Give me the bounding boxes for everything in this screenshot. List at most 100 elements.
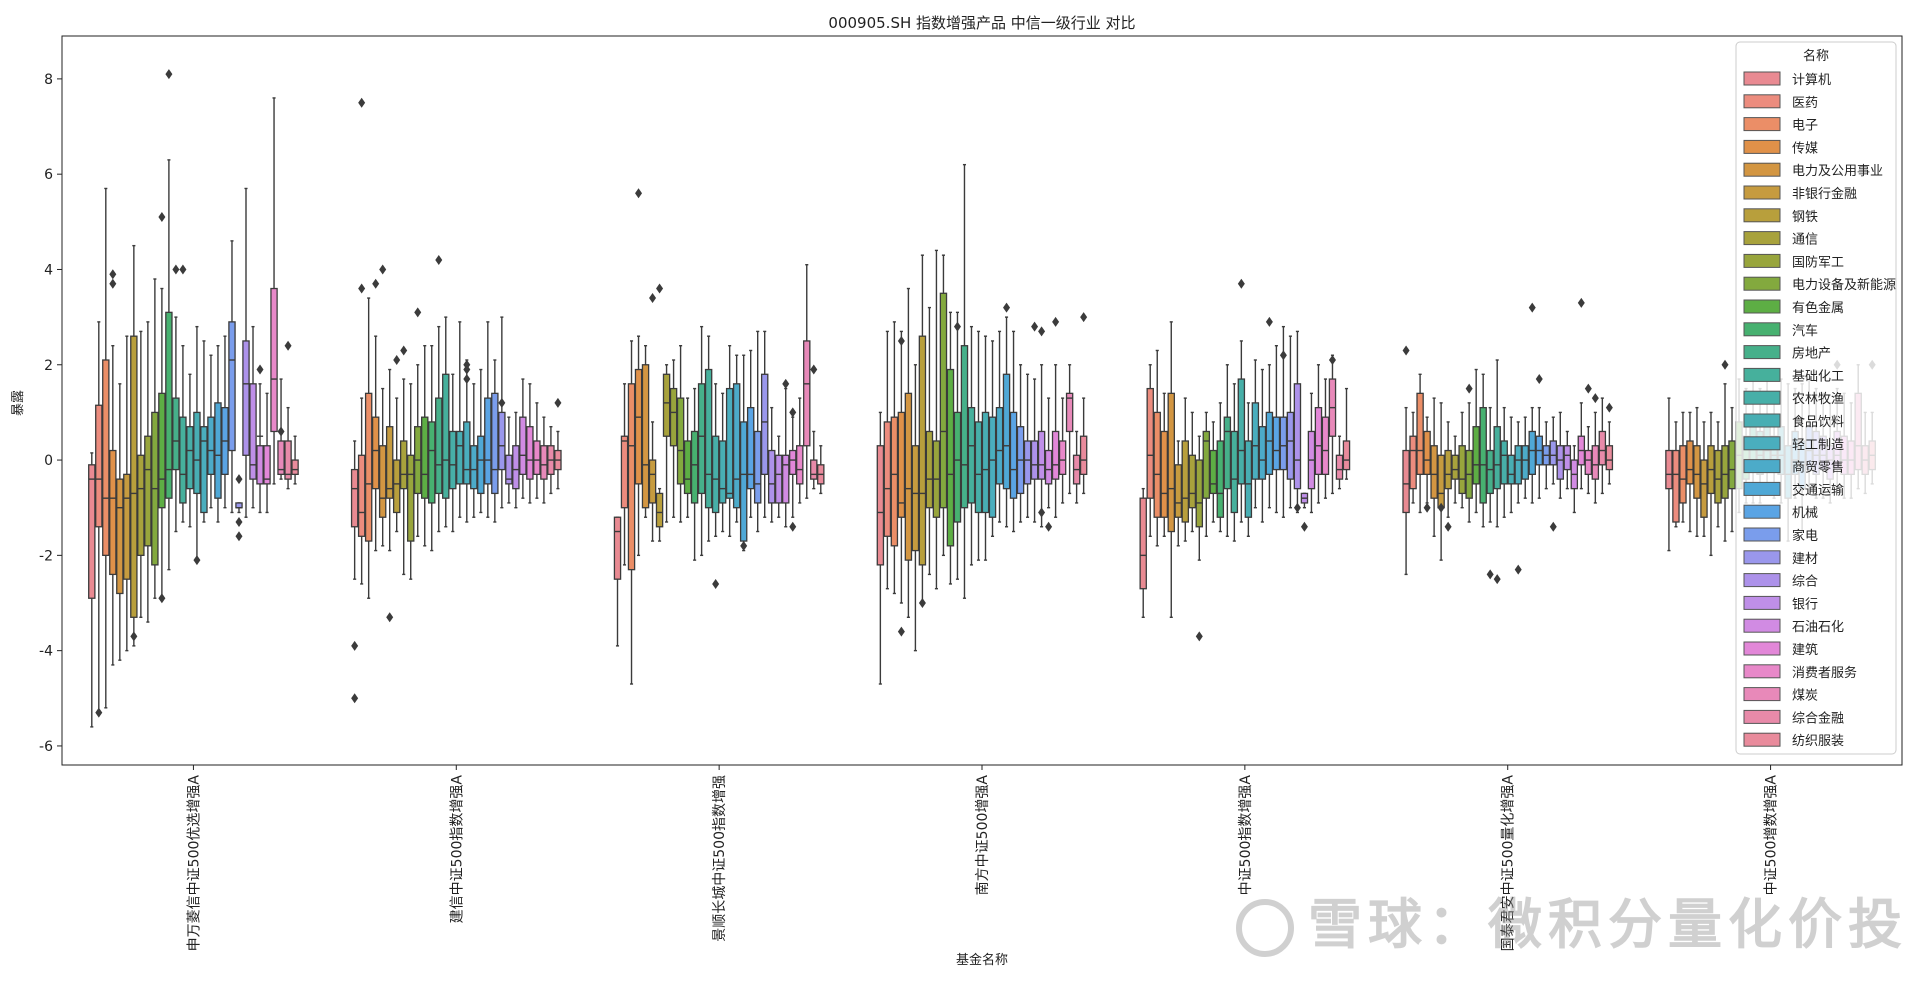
box — [1451, 454, 1459, 480]
legend-swatch — [1743, 709, 1781, 724]
box — [519, 416, 527, 476]
outlier-point — [554, 397, 562, 408]
box — [533, 440, 541, 476]
legend-swatch — [1743, 231, 1781, 246]
box — [1342, 440, 1351, 471]
legend-label: 房地产 — [1792, 346, 1831, 362]
box-group — [88, 69, 299, 728]
legend-swatch — [1743, 162, 1781, 177]
box — [1079, 435, 1088, 476]
box — [1563, 445, 1572, 471]
box — [284, 440, 292, 480]
box — [186, 426, 194, 490]
box — [1293, 383, 1302, 490]
box — [1335, 454, 1344, 480]
box — [1507, 454, 1515, 485]
box — [256, 445, 264, 485]
box — [1279, 416, 1288, 471]
box — [883, 421, 892, 537]
legend-label: 传媒 — [1792, 141, 1818, 156]
outlier-point — [1265, 316, 1273, 327]
outlier-point — [1577, 297, 1585, 308]
outlier-point — [351, 693, 359, 704]
snowball-logo-icon — [1236, 899, 1294, 958]
box — [946, 368, 955, 547]
outlier-point — [1300, 521, 1308, 532]
outlier-point — [1237, 278, 1245, 289]
legend-swatch — [1743, 185, 1781, 200]
box — [263, 445, 271, 485]
box — [1584, 449, 1593, 476]
legend-swatch — [1743, 276, 1781, 291]
box — [974, 421, 983, 514]
plot-frame-rect — [61, 35, 1903, 766]
box — [484, 397, 492, 485]
outlier-point — [897, 626, 905, 637]
outlier-point — [1031, 321, 1039, 332]
outlier-point — [918, 598, 926, 608]
box — [781, 454, 790, 504]
box — [1458, 445, 1466, 495]
box — [88, 464, 96, 599]
outlier-point — [1038, 507, 1046, 518]
box — [385, 426, 394, 499]
legend-label: 医药 — [1792, 96, 1818, 111]
box — [876, 445, 885, 566]
chart-title: 000905.SH 指数增强产品 中信一级行业 对比 — [828, 14, 1135, 32]
x-tick-label: 建信中证500指数增强A — [449, 775, 465, 924]
box — [109, 449, 117, 576]
outlier-point — [789, 521, 797, 532]
legend-swatch — [1743, 367, 1781, 382]
box — [1549, 440, 1558, 466]
outlier-point — [193, 555, 201, 566]
x-tick-label: 申万菱信中证500优选增强A — [186, 775, 202, 952]
box — [1486, 449, 1494, 495]
box — [634, 368, 643, 485]
outlier-point — [1038, 326, 1046, 337]
box — [904, 392, 913, 561]
legend-label: 计算机 — [1792, 73, 1831, 88]
outlier-point — [158, 212, 166, 223]
box-group — [876, 163, 1088, 685]
watermark-text: 雪球：微积分量化价投 — [1308, 893, 1908, 956]
legend-swatch — [1743, 253, 1781, 268]
box — [753, 430, 762, 504]
legend-swatch — [1743, 595, 1781, 610]
outlier-point — [1493, 574, 1501, 585]
box — [116, 478, 124, 595]
box — [1188, 454, 1197, 509]
box — [1665, 449, 1673, 490]
box — [1598, 430, 1607, 466]
box — [739, 421, 748, 542]
legend-swatch — [1743, 94, 1781, 109]
legend-label: 商贸零售 — [1792, 460, 1844, 476]
legend-label: 电子 — [1792, 119, 1818, 134]
box — [732, 383, 741, 509]
legend-swatch — [1743, 687, 1781, 702]
box — [449, 430, 457, 490]
box — [540, 445, 548, 480]
box — [165, 311, 173, 499]
y-tick-label: 4 — [44, 262, 53, 278]
box — [456, 430, 464, 485]
legend-swatch — [1743, 618, 1781, 633]
legend-label: 交通运输 — [1792, 482, 1844, 498]
legend-label: 基础化工 — [1792, 369, 1844, 384]
box — [200, 426, 208, 514]
box — [925, 430, 934, 509]
box — [1521, 445, 1529, 480]
legend-label: 综合 — [1792, 575, 1818, 590]
box — [774, 454, 783, 504]
box — [988, 416, 997, 518]
y-tick-label: 0 — [44, 453, 53, 469]
outlier-point — [897, 335, 905, 346]
box-group — [613, 188, 825, 685]
box — [967, 406, 976, 504]
box — [690, 430, 699, 504]
box — [350, 468, 359, 528]
box — [810, 459, 818, 480]
legend-swatch — [1743, 299, 1781, 314]
box — [1286, 411, 1295, 480]
legend-label: 国防军工 — [1792, 254, 1844, 270]
